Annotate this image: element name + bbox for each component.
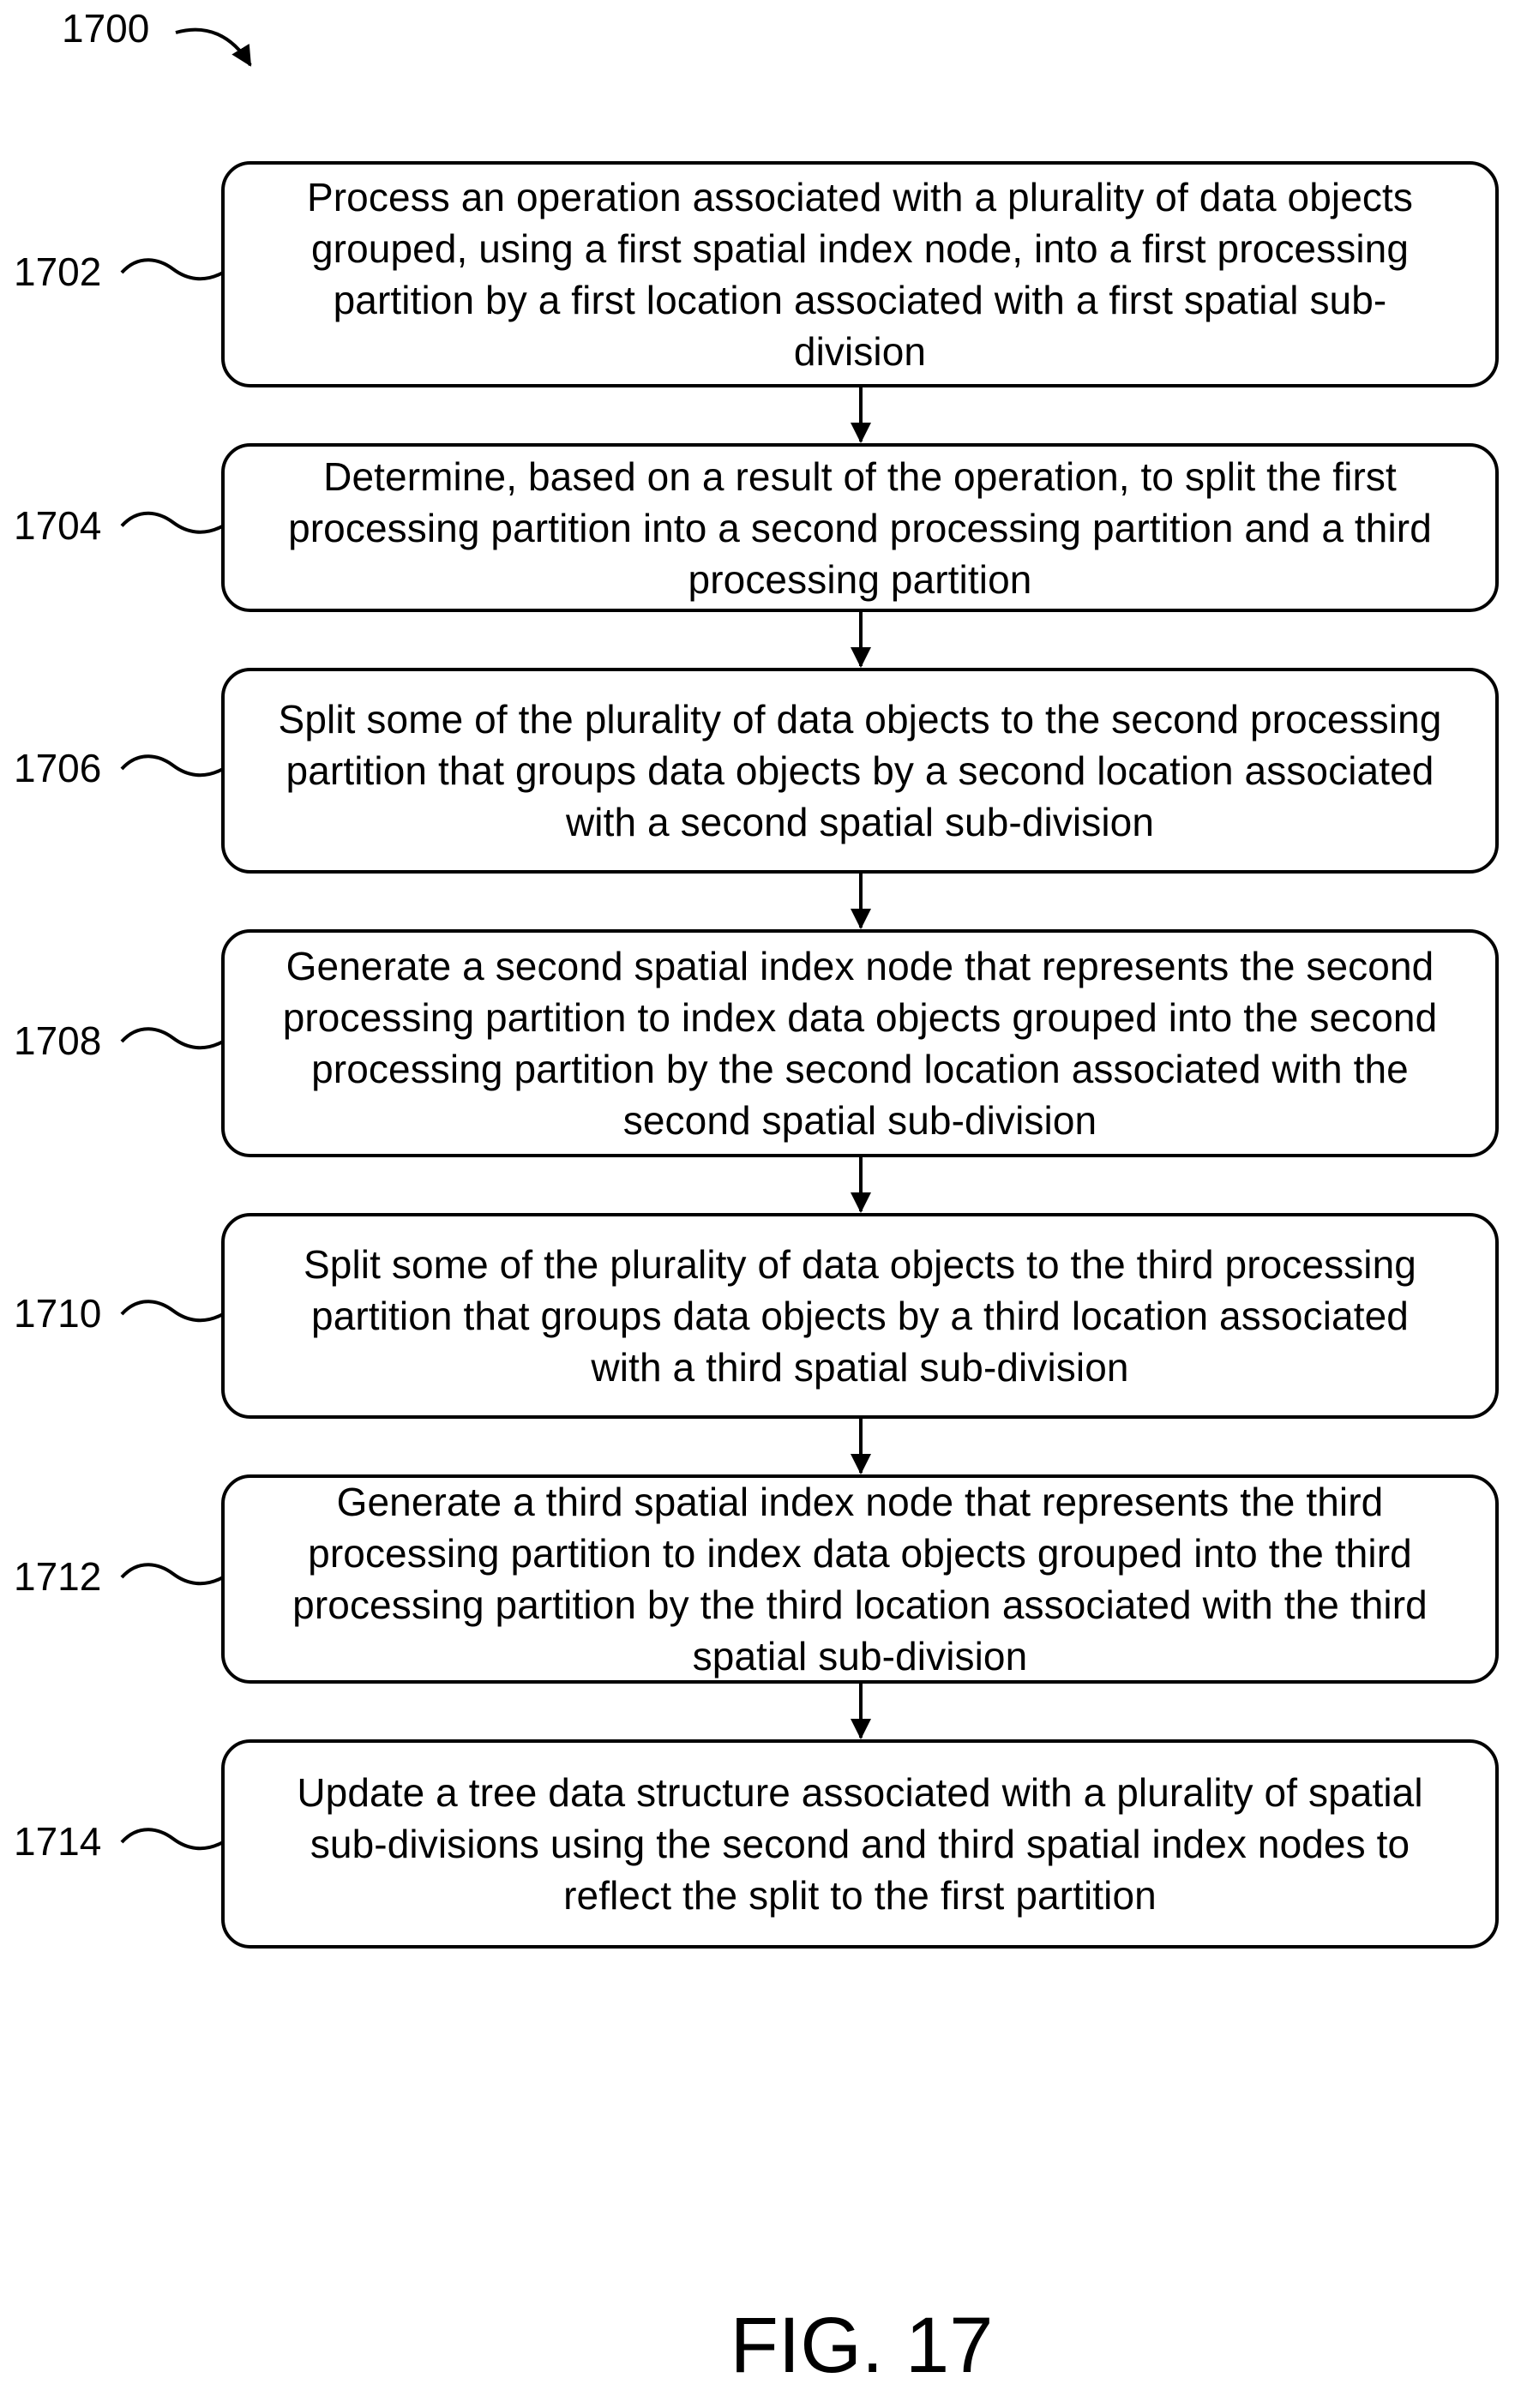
step-box-1712: Generate a third spatial index node that… [221,1474,1499,1684]
step-text-line: division [307,326,1413,377]
step-box-1714: Update a tree data structure associated … [221,1739,1499,1949]
leader-line-1708 [122,1029,223,1048]
step-text-line: Determine, based on a result of the oper… [288,451,1432,502]
step-text-line: processing partition by the third locati… [292,1579,1428,1630]
figure-reference-arrow [176,30,250,65]
step-box-1704: Determine, based on a result of the oper… [221,443,1499,612]
step-text-line: processing partition to index data objec… [283,992,1438,1043]
step-text-line: processing partition [288,554,1432,605]
step-box-1702: Process an operation associated with a p… [221,161,1499,387]
step-text-line: processing partition by the second locat… [283,1043,1438,1095]
step-text-line: with a second spatial sub-division [279,796,1442,848]
step-label-1712: 1712 [14,1557,101,1596]
step-label-1708: 1708 [14,1021,101,1060]
leader-line-1702 [122,260,223,279]
step-text-line: Split some of the plurality of data obje… [304,1239,1416,1290]
leader-line-1712 [122,1564,223,1583]
step-label-1710: 1710 [14,1294,101,1333]
step-text-1704: Determine, based on a result of the oper… [288,451,1432,605]
step-box-1708: Generate a second spatial index node tha… [221,929,1499,1157]
step-text-line: partition by a first location associated… [307,274,1413,326]
step-text-line: spatial sub-division [292,1630,1428,1682]
step-text-1710: Split some of the plurality of data obje… [304,1239,1416,1393]
step-text-line: partition that groups data objects by a … [279,745,1442,796]
step-text-line: processing partition to index data objec… [292,1528,1428,1579]
leader-line-1714 [122,1829,223,1848]
step-text-line: Process an operation associated with a p… [307,171,1413,223]
step-text-1706: Split some of the plurality of data obje… [279,694,1442,848]
step-text-1702: Process an operation associated with a p… [307,171,1413,377]
step-label-1714: 1714 [14,1822,101,1861]
step-text-line: sub-divisions using the second and third… [297,1818,1422,1870]
leader-line-1704 [122,513,223,532]
step-label-1704: 1704 [14,506,101,545]
step-text-line: grouped, using a first spatial index nod… [307,223,1413,274]
step-text-line: partition that groups data objects by a … [304,1290,1416,1342]
step-text-line: reflect the split to the first partition [297,1870,1422,1921]
step-text-line: second spatial sub-division [283,1095,1438,1146]
step-text-line: with a third spatial sub-division [304,1342,1416,1393]
step-text-line: Split some of the plurality of data obje… [279,694,1442,745]
step-text-line: Update a tree data structure associated … [297,1767,1422,1818]
step-text-line: Generate a second spatial index node tha… [283,940,1438,992]
step-text-line: processing partition into a second proce… [288,502,1432,554]
step-box-1706: Split some of the plurality of data obje… [221,668,1499,874]
figure-caption: FIG. 17 [0,2306,1527,2385]
step-label-1706: 1706 [14,748,101,788]
step-box-1710: Split some of the plurality of data obje… [221,1213,1499,1419]
leader-line-1710 [122,1301,223,1320]
leader-line-1706 [122,756,223,775]
step-text-1714: Update a tree data structure associated … [297,1767,1422,1921]
figure-reference-number: 1700 [62,9,149,48]
step-text-1708: Generate a second spatial index node tha… [283,940,1438,1146]
step-label-1702: 1702 [14,252,101,291]
step-text-1712: Generate a third spatial index node that… [292,1476,1428,1682]
step-text-line: Generate a third spatial index node that… [292,1476,1428,1528]
